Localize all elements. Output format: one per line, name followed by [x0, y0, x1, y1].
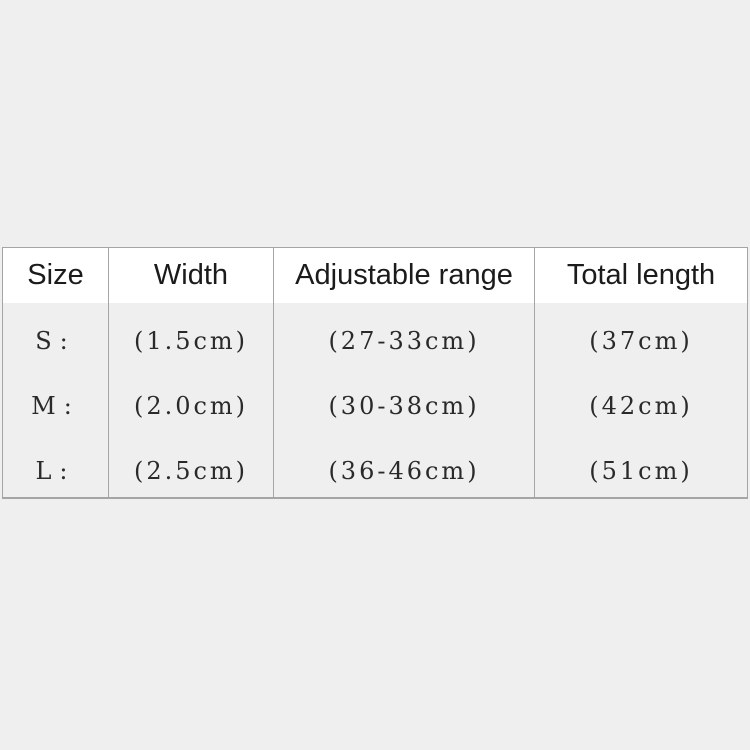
size-table-body: S: (1.5cm) (27-33cm) (37cm) M: (2.0cm) (… [3, 302, 748, 498]
cell-l-width: (2.5cm) [108, 432, 274, 498]
cell-s-total: (37cm) [534, 302, 748, 368]
table-row-l: L: (2.5cm) (36-46cm) (51cm) [3, 432, 748, 498]
cell-l-size: L: [35, 456, 76, 485]
cell-m-size: M: [31, 392, 80, 420]
cell-m-range: (30-38cm) [273, 367, 535, 433]
header-cell-size: Size [2, 247, 109, 303]
header-cell-total-length: Total length [534, 247, 748, 303]
cell-l-range: (36-46cm) [273, 432, 535, 498]
cell-m-width: (2.0cm) [108, 367, 274, 433]
header-cell-adjustable-range: Adjustable range [273, 247, 535, 303]
header-cell-width: Width [108, 247, 274, 303]
cell-m-total: (42cm) [534, 367, 748, 433]
header-row: Size Width Adjustable range Total length [2, 247, 748, 303]
size-table-header: Size Width Adjustable range Total length [2, 247, 748, 303]
cell-s-range: (27-33cm) [273, 302, 535, 368]
cell-s-width: (1.5cm) [108, 302, 274, 368]
size-table: Size Width Adjustable range Total length… [2, 247, 748, 499]
table-row-m: M: (2.0cm) (30-38cm) (42cm) [3, 367, 748, 433]
cell-l-total: (51cm) [534, 432, 748, 498]
cell-s-size: S: [35, 327, 76, 355]
table-row-s: S: (1.5cm) (27-33cm) (37cm) [3, 302, 748, 368]
